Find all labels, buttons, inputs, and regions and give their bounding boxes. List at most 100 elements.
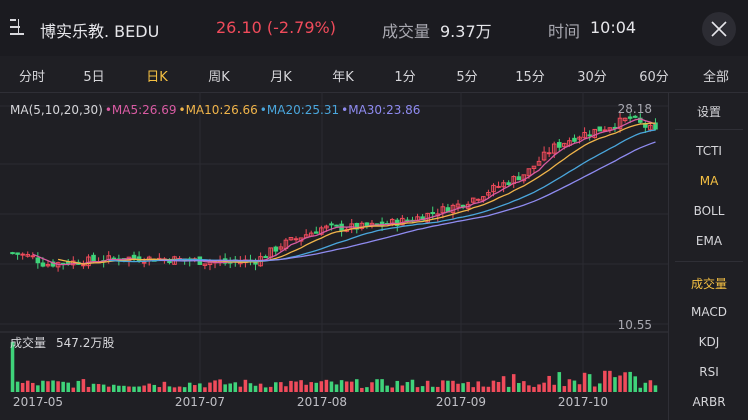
volume-bar	[294, 381, 298, 392]
volume-bar	[567, 379, 572, 392]
volume-bar	[157, 387, 162, 392]
indicator-tcti[interactable]: TCTI	[696, 144, 722, 158]
volume-bar	[623, 372, 627, 392]
indicator-rsi[interactable]: RSI	[699, 365, 719, 379]
tab-weekly-k[interactable]: 周K	[208, 70, 230, 85]
volume-bar	[112, 384, 116, 392]
candle-body	[430, 212, 435, 215]
candle-body	[476, 198, 481, 201]
candle-body	[572, 137, 577, 142]
tab-30min[interactable]: 30分	[577, 70, 607, 85]
candle-body	[263, 256, 268, 259]
candle-body	[319, 227, 324, 235]
candle-body	[491, 184, 496, 193]
volume-bar	[304, 384, 308, 392]
candle-body	[288, 237, 294, 241]
ma30-value: •MA30:23.86	[341, 103, 421, 117]
tab-yearly-k[interactable]: 年K	[332, 70, 354, 85]
tab-60min[interactable]: 60分	[639, 70, 669, 85]
indicator-ema[interactable]: EMA	[695, 234, 723, 248]
volume-bar	[582, 372, 587, 392]
settings-button[interactable]: 设置	[696, 105, 721, 119]
candle-body	[354, 222, 360, 230]
tab-1min[interactable]: 1分	[394, 70, 416, 85]
candle-body	[329, 223, 334, 226]
volume-bar	[471, 387, 475, 392]
volume-bar	[329, 381, 334, 392]
volume-bar	[15, 381, 20, 392]
candle-body	[648, 124, 653, 131]
tabs-divider	[0, 92, 748, 93]
volume-bar	[228, 383, 232, 392]
tab-all[interactable]: 全部	[702, 70, 730, 85]
tab-daily-k[interactable]: 日K	[146, 70, 168, 85]
indicator-boll[interactable]: BOLL	[693, 204, 725, 218]
volume-bar	[598, 383, 602, 392]
candle-body	[557, 142, 562, 148]
volume-bar	[263, 387, 268, 392]
menu-icon[interactable]	[10, 17, 30, 37]
volume-bar	[309, 382, 313, 392]
candle-body	[455, 203, 461, 208]
candle-body	[25, 254, 30, 257]
volume-bar	[51, 380, 55, 392]
tab-5day[interactable]: 5日	[83, 70, 105, 85]
volume-bar	[425, 380, 430, 392]
volume-bar	[268, 386, 273, 392]
indicator-kdj[interactable]: KDJ	[698, 335, 720, 349]
date-axis: 2017-05 2017-07 2017-08 2017-09 2017-10	[0, 395, 668, 411]
candle-body	[536, 160, 542, 166]
indicator-arbr[interactable]: ARBR	[692, 395, 726, 409]
kline-chart[interactable]	[0, 92, 668, 420]
volume-bar	[106, 386, 111, 392]
volume-bar	[299, 380, 303, 392]
volume-panel-label: 成交量 547.2万股	[10, 334, 114, 351]
candle-body	[627, 116, 633, 119]
ma5-line	[32, 118, 656, 266]
candle-body	[324, 225, 329, 229]
volume-bar	[436, 386, 440, 392]
volume-bar	[653, 385, 658, 392]
indicator-ma[interactable]: MA	[699, 174, 719, 188]
volume-bar	[198, 383, 202, 392]
volume-bar	[223, 384, 227, 392]
volume-bar	[633, 376, 637, 392]
volume-bar	[253, 385, 258, 392]
ma30-line	[159, 141, 656, 262]
ma-legend: MA(5,10,20,30) •MA5:26.69 •MA10:26.66 •MA20…	[10, 103, 422, 117]
indicator-macd[interactable]: MACD	[691, 305, 727, 319]
volume-bar	[511, 374, 516, 392]
volume-bar	[81, 379, 86, 392]
tab-15min[interactable]: 15分	[515, 70, 545, 85]
tab-5min[interactable]: 5分	[456, 70, 478, 85]
volume-bar	[334, 384, 339, 392]
volume-bar	[375, 379, 379, 392]
close-button[interactable]	[702, 12, 736, 46]
volume-bar	[405, 382, 410, 392]
candle-body	[506, 182, 511, 185]
volume-bar	[415, 387, 420, 392]
volume-bar	[360, 387, 364, 392]
candle-body	[551, 143, 557, 154]
volume-bar	[203, 387, 207, 392]
volume-bar	[289, 380, 293, 392]
indicator-volume[interactable]: 成交量	[690, 277, 727, 291]
date-tick: 2017-07	[174, 395, 226, 409]
volume-bar	[61, 381, 65, 392]
volume-bar	[466, 381, 470, 392]
candle-body	[131, 254, 137, 259]
side-divider	[675, 129, 743, 130]
candle-body	[440, 206, 446, 214]
candle-body	[516, 176, 522, 181]
side-divider	[675, 261, 743, 262]
volume-bar	[71, 387, 76, 392]
candle-body	[526, 168, 532, 177]
candle-body	[501, 182, 506, 188]
tab-monthly-k[interactable]: 月K	[270, 70, 292, 85]
indicator-sidebar: 设置 TCTI MA BOLL EMA 成交量 MACD KDJ RSI ARB…	[668, 93, 748, 420]
tab-fenshi[interactable]: 分时	[18, 70, 46, 85]
volume-bar	[552, 384, 556, 392]
volume-bar	[522, 381, 526, 392]
candle-body	[470, 197, 476, 203]
volume-bar	[349, 381, 354, 392]
